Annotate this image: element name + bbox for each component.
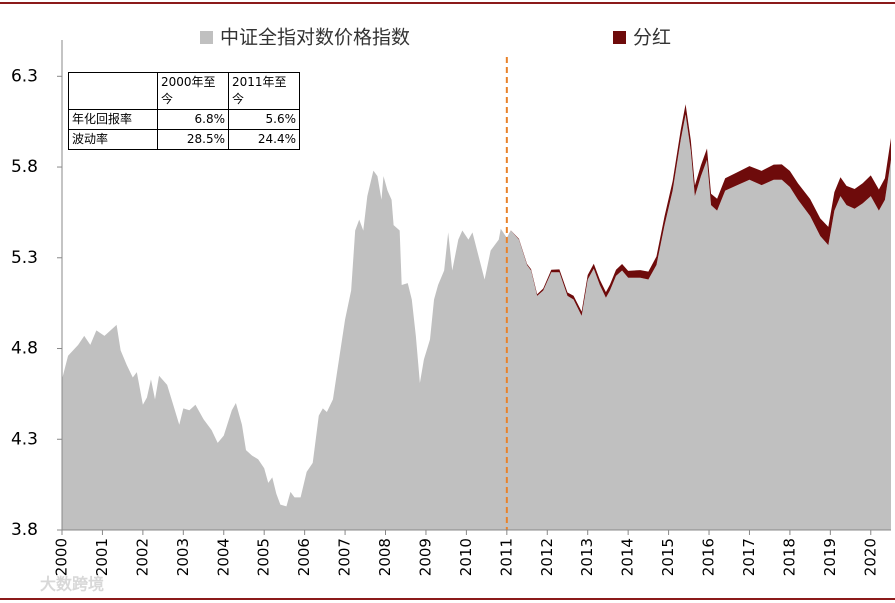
- legend-label: 中证全指对数价格指数: [220, 27, 410, 49]
- x-tick-label: 2018: [780, 538, 798, 576]
- x-tick-label: 2006: [295, 538, 313, 576]
- table-header: 2011年至今: [228, 72, 300, 110]
- table-row-label: 年化回报率: [68, 109, 158, 130]
- x-tick-label: 2009: [416, 538, 434, 576]
- legend-swatch: [200, 31, 213, 44]
- y-tick-label: 4.8: [11, 339, 38, 359]
- x-tick-label: 2016: [700, 538, 718, 576]
- x-tick-label: 2008: [376, 538, 394, 576]
- x-tick-label: 2004: [214, 538, 232, 576]
- table-row-label: 波动率: [68, 129, 158, 150]
- x-tick-label: 2011: [497, 538, 515, 576]
- table-cell: 6.8%: [157, 109, 229, 130]
- x-tick-label: 2019: [821, 538, 839, 576]
- y-tick-label: 3.8: [11, 520, 38, 540]
- watermark: 大数跨境: [40, 575, 104, 594]
- x-tick-label: 2003: [174, 538, 192, 576]
- x-tick-label: 2002: [133, 538, 151, 576]
- table-cell: 5.6%: [228, 109, 300, 130]
- x-tick-label: 2013: [578, 538, 596, 576]
- x-tick-label: 2012: [538, 538, 556, 576]
- y-tick-label: 6.3: [11, 66, 38, 86]
- y-tick-label: 5.8: [11, 157, 38, 177]
- stats-table: 2000年至今 2011年至今 年化回报率 6.8% 5.6% 波动率 28.5% 24.…: [68, 72, 300, 150]
- y-tick-label: 4.3: [11, 429, 38, 449]
- x-tick-label: 2020: [861, 538, 879, 576]
- x-tick-label: 2005: [255, 538, 273, 576]
- stacked-area: [506, 104, 891, 316]
- x-tick-label: 2014: [619, 538, 637, 576]
- x-tick-label: 2017: [740, 538, 758, 576]
- y-tick-label: 5.3: [11, 248, 38, 268]
- table-cell: 28.5%: [157, 129, 229, 150]
- table-header: 2000年至今: [157, 72, 229, 110]
- legend-swatch: [613, 31, 626, 44]
- x-tick-label: 2010: [457, 538, 475, 576]
- x-tick-label: 2007: [336, 538, 354, 576]
- legend-label: 分红: [633, 27, 671, 49]
- table-cell: 24.4%: [228, 129, 300, 150]
- x-tick-label: 2000: [53, 538, 71, 576]
- x-tick-label: 2001: [93, 538, 111, 576]
- area: [62, 114, 891, 530]
- x-tick-label: 2015: [659, 538, 677, 576]
